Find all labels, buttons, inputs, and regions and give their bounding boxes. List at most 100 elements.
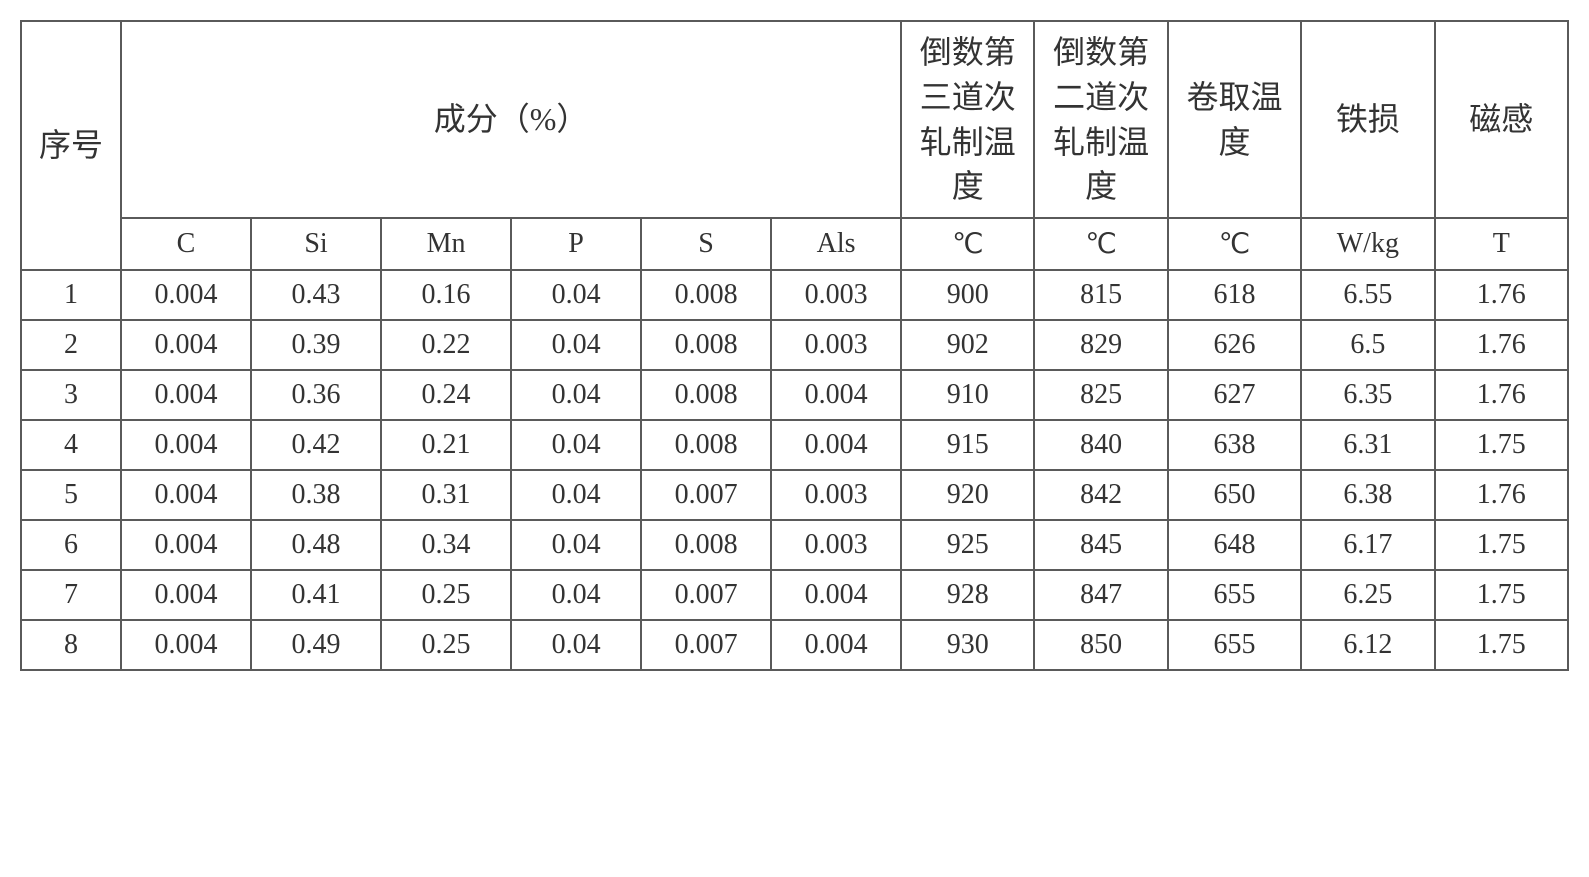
cell-seq: 8	[21, 620, 121, 670]
header-si: Si	[251, 218, 381, 270]
cell-mag: 1.76	[1435, 320, 1568, 370]
cell-s: 0.008	[641, 270, 771, 320]
cell-als: 0.003	[771, 270, 901, 320]
cell-mag: 1.75	[1435, 420, 1568, 470]
cell-c: 0.004	[121, 320, 251, 370]
cell-iron: 6.35	[1301, 370, 1434, 420]
cell-mag: 1.76	[1435, 270, 1568, 320]
cell-p: 0.04	[511, 420, 641, 470]
cell-mn: 0.25	[381, 620, 511, 670]
cell-coil: 655	[1168, 570, 1301, 620]
cell-mn: 0.22	[381, 320, 511, 370]
cell-si: 0.41	[251, 570, 381, 620]
header-temp3: 倒数第三道次轧制温度	[901, 21, 1034, 218]
table-row: 60.0040.480.340.040.0080.0039258456486.1…	[21, 520, 1568, 570]
data-table: 序号 成分（%） 倒数第三道次轧制温度 倒数第二道次轧制温度 卷取温度 铁损 磁…	[20, 20, 1569, 671]
header-coiling: 卷取温度	[1168, 21, 1301, 218]
cell-p: 0.04	[511, 620, 641, 670]
table-row: 10.0040.430.160.040.0080.0039008156186.5…	[21, 270, 1568, 320]
cell-t3: 930	[901, 620, 1034, 670]
header-temp2: 倒数第二道次轧制温度	[1034, 21, 1167, 218]
cell-iron: 6.55	[1301, 270, 1434, 320]
cell-t3: 900	[901, 270, 1034, 320]
cell-mn: 0.25	[381, 570, 511, 620]
header-coil-unit: ℃	[1168, 218, 1301, 270]
cell-seq: 4	[21, 420, 121, 470]
cell-s: 0.008	[641, 520, 771, 570]
cell-t2: 847	[1034, 570, 1167, 620]
cell-p: 0.04	[511, 570, 641, 620]
cell-si: 0.38	[251, 470, 381, 520]
header-s: S	[641, 218, 771, 270]
header-p: P	[511, 218, 641, 270]
cell-si: 0.43	[251, 270, 381, 320]
cell-p: 0.04	[511, 370, 641, 420]
cell-t2: 825	[1034, 370, 1167, 420]
table-row: 40.0040.420.210.040.0080.0049158406386.3…	[21, 420, 1568, 470]
cell-si: 0.39	[251, 320, 381, 370]
cell-als: 0.004	[771, 570, 901, 620]
cell-mag: 1.75	[1435, 520, 1568, 570]
cell-c: 0.004	[121, 270, 251, 320]
cell-iron: 6.25	[1301, 570, 1434, 620]
header-row-2: C Si Mn P S Als ℃ ℃ ℃ W/kg T	[21, 218, 1568, 270]
cell-t3: 902	[901, 320, 1034, 370]
cell-iron: 6.38	[1301, 470, 1434, 520]
cell-t2: 850	[1034, 620, 1167, 670]
cell-mn: 0.21	[381, 420, 511, 470]
cell-mn: 0.24	[381, 370, 511, 420]
cell-als: 0.004	[771, 620, 901, 670]
cell-mn: 0.34	[381, 520, 511, 570]
header-ironloss: 铁损	[1301, 21, 1434, 218]
cell-si: 0.42	[251, 420, 381, 470]
cell-coil: 626	[1168, 320, 1301, 370]
table-row: 70.0040.410.250.040.0070.0049288476556.2…	[21, 570, 1568, 620]
cell-als: 0.004	[771, 420, 901, 470]
cell-als: 0.003	[771, 520, 901, 570]
table-row: 80.0040.490.250.040.0070.0049308506556.1…	[21, 620, 1568, 670]
cell-si: 0.36	[251, 370, 381, 420]
cell-coil: 638	[1168, 420, 1301, 470]
cell-t3: 920	[901, 470, 1034, 520]
header-mn: Mn	[381, 218, 511, 270]
header-composition: 成分（%）	[121, 21, 901, 218]
cell-t2: 842	[1034, 470, 1167, 520]
cell-c: 0.004	[121, 470, 251, 520]
cell-coil: 650	[1168, 470, 1301, 520]
cell-c: 0.004	[121, 520, 251, 570]
header-temp2-unit: ℃	[1034, 218, 1167, 270]
table-row: 50.0040.380.310.040.0070.0039208426506.3…	[21, 470, 1568, 520]
cell-si: 0.48	[251, 520, 381, 570]
cell-t2: 829	[1034, 320, 1167, 370]
cell-als: 0.003	[771, 470, 901, 520]
cell-t3: 928	[901, 570, 1034, 620]
cell-seq: 2	[21, 320, 121, 370]
cell-seq: 7	[21, 570, 121, 620]
cell-mag: 1.76	[1435, 470, 1568, 520]
header-temp3-unit: ℃	[901, 218, 1034, 270]
cell-si: 0.49	[251, 620, 381, 670]
cell-coil: 648	[1168, 520, 1301, 570]
cell-coil: 627	[1168, 370, 1301, 420]
cell-mag: 1.76	[1435, 370, 1568, 420]
cell-seq: 6	[21, 520, 121, 570]
cell-mn: 0.16	[381, 270, 511, 320]
header-c: C	[121, 218, 251, 270]
header-als: Als	[771, 218, 901, 270]
cell-seq: 3	[21, 370, 121, 420]
cell-seq: 1	[21, 270, 121, 320]
cell-s: 0.007	[641, 570, 771, 620]
cell-mag: 1.75	[1435, 570, 1568, 620]
table-row: 30.0040.360.240.040.0080.0049108256276.3…	[21, 370, 1568, 420]
cell-t3: 910	[901, 370, 1034, 420]
cell-iron: 6.17	[1301, 520, 1434, 570]
cell-mag: 1.75	[1435, 620, 1568, 670]
cell-mn: 0.31	[381, 470, 511, 520]
cell-seq: 5	[21, 470, 121, 520]
cell-coil: 618	[1168, 270, 1301, 320]
cell-t2: 845	[1034, 520, 1167, 570]
cell-c: 0.004	[121, 570, 251, 620]
table-body: 10.0040.430.160.040.0080.0039008156186.5…	[21, 270, 1568, 670]
cell-t2: 840	[1034, 420, 1167, 470]
cell-p: 0.04	[511, 520, 641, 570]
